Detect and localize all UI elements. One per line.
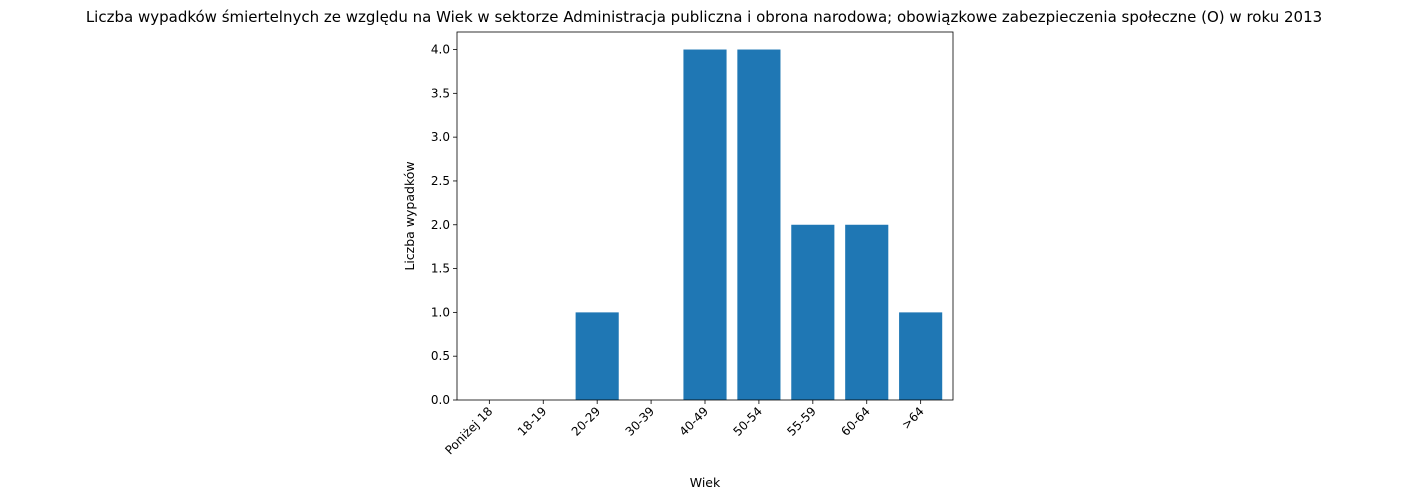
- x-tick-label: 40-49: [677, 404, 712, 439]
- chart-title: Liczba wypadków śmiertelnych ze względu …: [86, 8, 1322, 26]
- plot-area: 0.0 0.5 1.0 1.5 2.0 2.5 3.0 3.5 4.0 Poniżej 18 18-…: [431, 31, 954, 457]
- x-tick-label: Poniżej 18: [442, 404, 495, 457]
- y-tick-label: 2.0: [431, 218, 450, 232]
- x-tick-label: 30-39: [623, 404, 658, 439]
- y-tick-label: 3.0: [431, 130, 450, 144]
- y-tick-label: 0.0: [431, 393, 450, 407]
- y-tick-label: 2.5: [431, 174, 450, 188]
- bar-50-54: [737, 49, 781, 401]
- x-axis-label: Wiek: [690, 475, 721, 490]
- y-axis-label: Liczba wypadków: [402, 161, 417, 270]
- y-tick-label: 1.5: [431, 262, 450, 276]
- bar-20-29: [575, 312, 619, 400]
- x-tick-label: >64: [899, 404, 927, 432]
- y-tick-label: 1.0: [431, 305, 450, 319]
- bar->64: [899, 312, 943, 400]
- y-tick-label: 0.5: [431, 349, 450, 363]
- bar-60-64: [845, 224, 889, 400]
- y-tick-label: 3.5: [431, 86, 450, 100]
- x-tick-label: 60-64: [838, 404, 873, 439]
- bar-55-59: [791, 224, 835, 400]
- x-tick-label: 55-59: [784, 404, 819, 439]
- x-tick-label: 18-19: [515, 404, 550, 439]
- x-tick-label: 20-29: [569, 404, 604, 439]
- y-tick-label: 4.0: [431, 43, 450, 57]
- bar-40-49: [683, 49, 727, 401]
- x-tick-label: 50-54: [730, 404, 765, 439]
